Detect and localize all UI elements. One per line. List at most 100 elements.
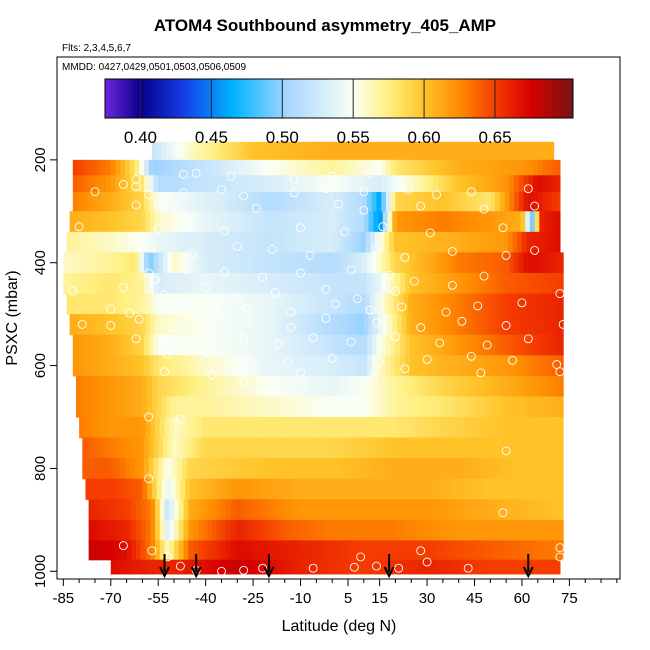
heat-cell [415, 211, 422, 233]
heat-cell [471, 334, 477, 356]
heat-cell [245, 211, 251, 233]
heat-cell [128, 396, 134, 418]
heat-cell [419, 273, 425, 295]
heat-cell [238, 252, 245, 274]
heat-cell [474, 293, 480, 315]
heat-cell [85, 293, 91, 315]
heat-cell [457, 252, 463, 274]
heat-cell [420, 417, 427, 439]
heat-cell [169, 314, 175, 336]
heat-cell [245, 519, 251, 542]
heat-cell [493, 396, 499, 418]
colorbar-cell [210, 79, 214, 118]
heat-cell [422, 293, 428, 315]
heat-cell [419, 559, 425, 575]
heat-cell [72, 175, 79, 193]
heat-cell [433, 175, 439, 193]
heat-cell [311, 417, 317, 439]
heat-cell [341, 141, 347, 161]
heat-cell [321, 314, 327, 336]
heat-cell [490, 559, 496, 575]
heat-cell [449, 499, 455, 521]
colorbar-cell [564, 79, 568, 118]
heat-cell [257, 437, 264, 459]
heat-cell [268, 417, 275, 439]
heat-cell [428, 192, 434, 212]
heat-cell [129, 159, 136, 176]
heat-cell [476, 437, 482, 459]
heat-cell [382, 499, 389, 521]
y-tick-label: 1000 [32, 555, 49, 588]
heat-cell [319, 334, 325, 356]
heat-cell [381, 252, 387, 274]
arrow-head [383, 566, 395, 579]
heat-cell [224, 192, 230, 212]
heat-cell [134, 159, 140, 176]
heat-cell [453, 314, 460, 336]
heat-cell [357, 192, 363, 212]
heat-cell [419, 437, 425, 459]
heat-cell [561, 458, 564, 480]
heat-cell [403, 396, 409, 418]
heat-cell [284, 141, 291, 161]
heat-cell [291, 252, 297, 274]
heat-cell [186, 437, 193, 459]
heat-cell [155, 519, 161, 542]
heat-cell [324, 273, 330, 295]
heat-cell [322, 396, 329, 418]
heat-cell [302, 499, 308, 521]
heat-cell [181, 355, 188, 377]
heat-cell [72, 273, 79, 295]
heat-cell [213, 141, 219, 161]
heat-cell [147, 375, 153, 398]
heat-cell [88, 519, 94, 542]
heat-cell [349, 417, 355, 439]
heat-cell [446, 478, 452, 500]
heat-cell [343, 273, 349, 295]
heat-cell [213, 478, 219, 500]
heat-cell [128, 293, 134, 315]
heat-cell [243, 355, 249, 377]
heat-cell [370, 231, 376, 254]
heat-cell [349, 314, 355, 336]
heat-cell [552, 458, 558, 480]
heat-cell [283, 211, 289, 233]
heat-cell [360, 231, 366, 254]
heat-cell [117, 314, 123, 336]
heat-cell [504, 559, 510, 575]
heat-cell [126, 540, 132, 561]
heat-cell [523, 355, 529, 377]
heat-cell [379, 478, 385, 500]
colorbar-cell [444, 79, 448, 118]
heat-cell [254, 540, 261, 561]
heat-cell [442, 175, 449, 193]
heat-cell [125, 159, 131, 176]
colorbar-cell [330, 79, 334, 118]
heat-cell [230, 540, 237, 561]
heat-cell [374, 141, 381, 161]
heat-cell [139, 192, 145, 212]
colorbar-cell [110, 79, 115, 118]
heat-cell [469, 396, 476, 418]
colorbar-cell [219, 79, 223, 118]
heat-cell [433, 252, 439, 274]
heat-cell [558, 499, 564, 521]
colorbar-cell [552, 79, 556, 118]
heat-cell [218, 396, 224, 418]
heat-cell [434, 211, 441, 233]
heat-cell [419, 334, 425, 356]
heat-cell [544, 540, 550, 561]
heat-cell [341, 293, 347, 315]
heat-cell [526, 375, 533, 398]
heat-cell [283, 417, 289, 439]
heat-cell [91, 334, 98, 356]
heat-cell [101, 334, 107, 356]
heat-cell [106, 334, 112, 356]
colorbar-cell [464, 79, 469, 118]
heat-cell [316, 519, 322, 542]
heat-cell [393, 478, 400, 500]
heat-cell [408, 396, 414, 418]
heat-cell [553, 211, 559, 233]
heat-cell [431, 396, 438, 418]
heat-cell [267, 559, 273, 575]
